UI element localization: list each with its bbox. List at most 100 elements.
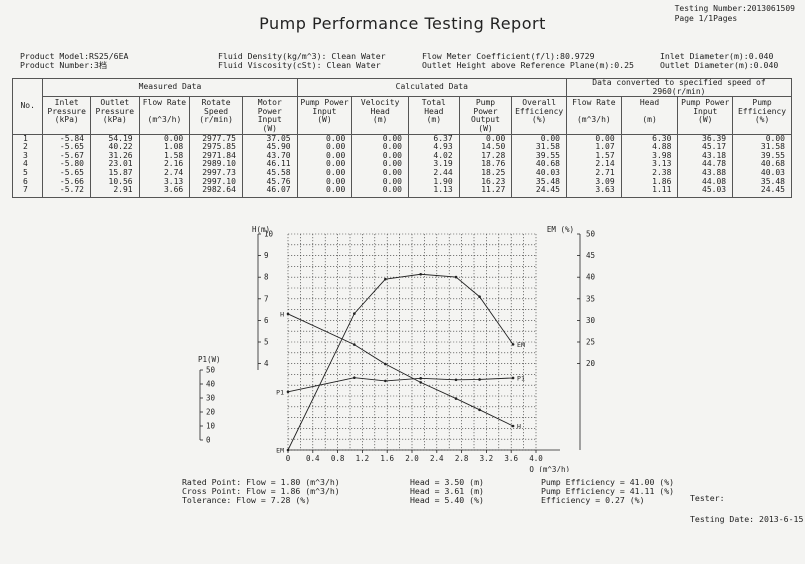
table-row: 7 -5.72 2.91 3.66 2982.64 46.07 0.00 0.00 1.13 11… xyxy=(11,186,792,195)
series-end-label-p1: P1 xyxy=(517,374,525,382)
head-cross: Head = 3.61 (m) xyxy=(410,486,484,496)
series-start-label-h: H xyxy=(280,310,284,318)
p-tick-label: 40 xyxy=(206,380,216,389)
column-header: Motor Power Input (W) xyxy=(241,96,298,135)
column-header: Total Head (m) xyxy=(408,96,460,135)
page-indicator: Page 1/1Pages xyxy=(674,14,738,23)
table-cell: 2982.64 xyxy=(189,186,243,195)
table-cell: 0.00 xyxy=(351,160,409,169)
performance-chart: 0 0.4 0.8 1.2 1.6 2.0 2.4 2.8 3.2 3.6 4.0 Q (m^3/h)… xyxy=(198,225,596,472)
inlet-diameter: Inlet Diameter(m):0.040 xyxy=(660,51,774,61)
series-start-label-em: EM xyxy=(276,447,284,455)
series-start-label-p1: P1 xyxy=(276,388,284,396)
table-cell: 45.90 xyxy=(241,143,298,152)
x-axis-label: Q (m^3/h) xyxy=(529,465,570,472)
data-point-h xyxy=(511,424,515,428)
table-cell: -5.72 xyxy=(42,186,91,195)
table-row: 2 -5.65 40.22 1.08 2975.85 45.90 0.00 0.00 4.93 1… xyxy=(11,143,792,152)
table-cell: 4.88 xyxy=(620,143,679,152)
table-cell: 7 xyxy=(11,186,44,195)
table-cell: 6 xyxy=(11,177,44,187)
table-cell: 0.00 xyxy=(351,143,409,152)
x-tick-label: 0 xyxy=(286,454,291,463)
table-cell: 40.68 xyxy=(732,160,792,169)
report-meta: Testing Number:2013061509 Page 1/1Pages xyxy=(675,4,795,24)
table-cell: 2 xyxy=(11,143,44,152)
testing-date: Testing Date: 2013-6-15 xyxy=(690,514,804,524)
table-cell: 3 xyxy=(11,151,44,161)
data-point-h xyxy=(454,397,458,400)
efficiency-rated: Pump Efficiency = 41.00 (%) xyxy=(541,477,675,487)
em-tick-label: 50 xyxy=(586,230,596,239)
x-tick-label: 3.2 xyxy=(480,454,494,463)
table-cell: 40.03 xyxy=(732,168,792,178)
data-point-em xyxy=(478,295,481,299)
data-point-em xyxy=(454,275,458,279)
outlet-diameter: Outlet Diameter(m):0.040 xyxy=(660,60,779,70)
table-cell: 46.07 xyxy=(241,186,298,195)
data-point-p1 xyxy=(511,376,515,380)
table-cell: 0.00 xyxy=(351,177,409,187)
column-header: Overall Efficiency (%) xyxy=(511,96,567,135)
testing-number: Testing Number:2013061509 xyxy=(674,4,795,13)
group-calculated: Calculated Data xyxy=(296,77,568,98)
em-axis-label: EM (%) xyxy=(547,225,574,234)
em-tick-label: 40 xyxy=(586,273,596,282)
tester-label: Tester: xyxy=(690,493,725,503)
column-header: Rotate Speed (r/min) xyxy=(189,96,243,135)
x-tick-label: 1.2 xyxy=(356,454,370,463)
em-tick-label: 20 xyxy=(586,359,596,368)
table-cell: 31.58 xyxy=(732,143,792,152)
table-row: 5 -5.65 15.87 2.74 2997.73 45.58 0.00 0.00 2.44 1… xyxy=(11,168,792,178)
table-cell: 1 xyxy=(11,134,44,144)
table-row: 6 -5.66 10.56 3.13 2997.10 45.76 0.00 0.00 1.90 1… xyxy=(11,177,792,187)
data-point-em xyxy=(511,343,515,346)
p-tick-label: 50 xyxy=(206,366,216,375)
data-point-h xyxy=(419,381,422,384)
x-tick-label: 1.6 xyxy=(380,454,394,463)
data-point-em xyxy=(419,272,422,276)
table-cell: 0.00 xyxy=(351,186,409,195)
table-cell: 1.13 xyxy=(408,186,460,195)
table-cell: 45.76 xyxy=(241,177,298,187)
p-tick-label: 10 xyxy=(206,422,216,431)
data-point-h xyxy=(286,312,290,316)
flow-meter-coefficient: Flow Meter Coefficient(f/l):80.9729 xyxy=(422,51,595,61)
x-tick-label: 2.0 xyxy=(405,454,419,463)
table-cell: 11.27 xyxy=(458,186,513,195)
table-cell: 24.45 xyxy=(511,186,567,195)
table-cell: 0.00 xyxy=(351,134,409,144)
table-cell: 37.05 xyxy=(241,134,298,144)
col-no: No. xyxy=(11,78,44,135)
x-tick-label: 0.8 xyxy=(331,454,345,463)
table-cell: 2.38 xyxy=(620,168,679,178)
rated-point: Rated Point: Flow = 1.80 (m^3/h) xyxy=(182,477,340,487)
em-tick-label: 45 xyxy=(586,251,595,260)
column-header: Pump Power Input (W) xyxy=(677,96,734,135)
table-cell: 1.86 xyxy=(620,177,679,187)
series-end-label-h: H xyxy=(517,423,521,431)
data-point-em xyxy=(353,312,356,315)
table-cell: 45.58 xyxy=(241,168,298,178)
h-tick-label: 5 xyxy=(264,338,269,347)
x-tick-label: 0.4 xyxy=(306,454,320,463)
x-tick-label: 2.8 xyxy=(455,454,469,463)
table-cell: 0.00 xyxy=(296,186,353,195)
x-tick-label: 4.0 xyxy=(529,454,543,463)
h-tick-label: 10 xyxy=(264,230,274,239)
head-tolerance: Head = 5.40 (%) xyxy=(410,495,484,505)
table-cell: 4 xyxy=(11,160,44,169)
h-axis-label: H(m) xyxy=(252,225,270,234)
data-point-em xyxy=(384,277,387,281)
em-tick-label: 30 xyxy=(586,316,596,325)
em-tick-label: 35 xyxy=(586,294,595,303)
head-rated: Head = 3.50 (m) xyxy=(410,477,484,487)
product-model: Product Model:RS25/6EA xyxy=(20,51,129,61)
data-point-em xyxy=(286,448,290,452)
efficiency-cross: Pump Efficiency = 41.11 (%) xyxy=(541,486,675,496)
column-header: Pump Power Output (W) xyxy=(458,96,513,135)
data-point-h xyxy=(353,343,356,346)
tolerance: Tolerance: Flow = 7.28 (%) xyxy=(182,495,311,505)
table-cell: 46.11 xyxy=(241,160,298,169)
p-tick-label: 20 xyxy=(206,408,216,417)
